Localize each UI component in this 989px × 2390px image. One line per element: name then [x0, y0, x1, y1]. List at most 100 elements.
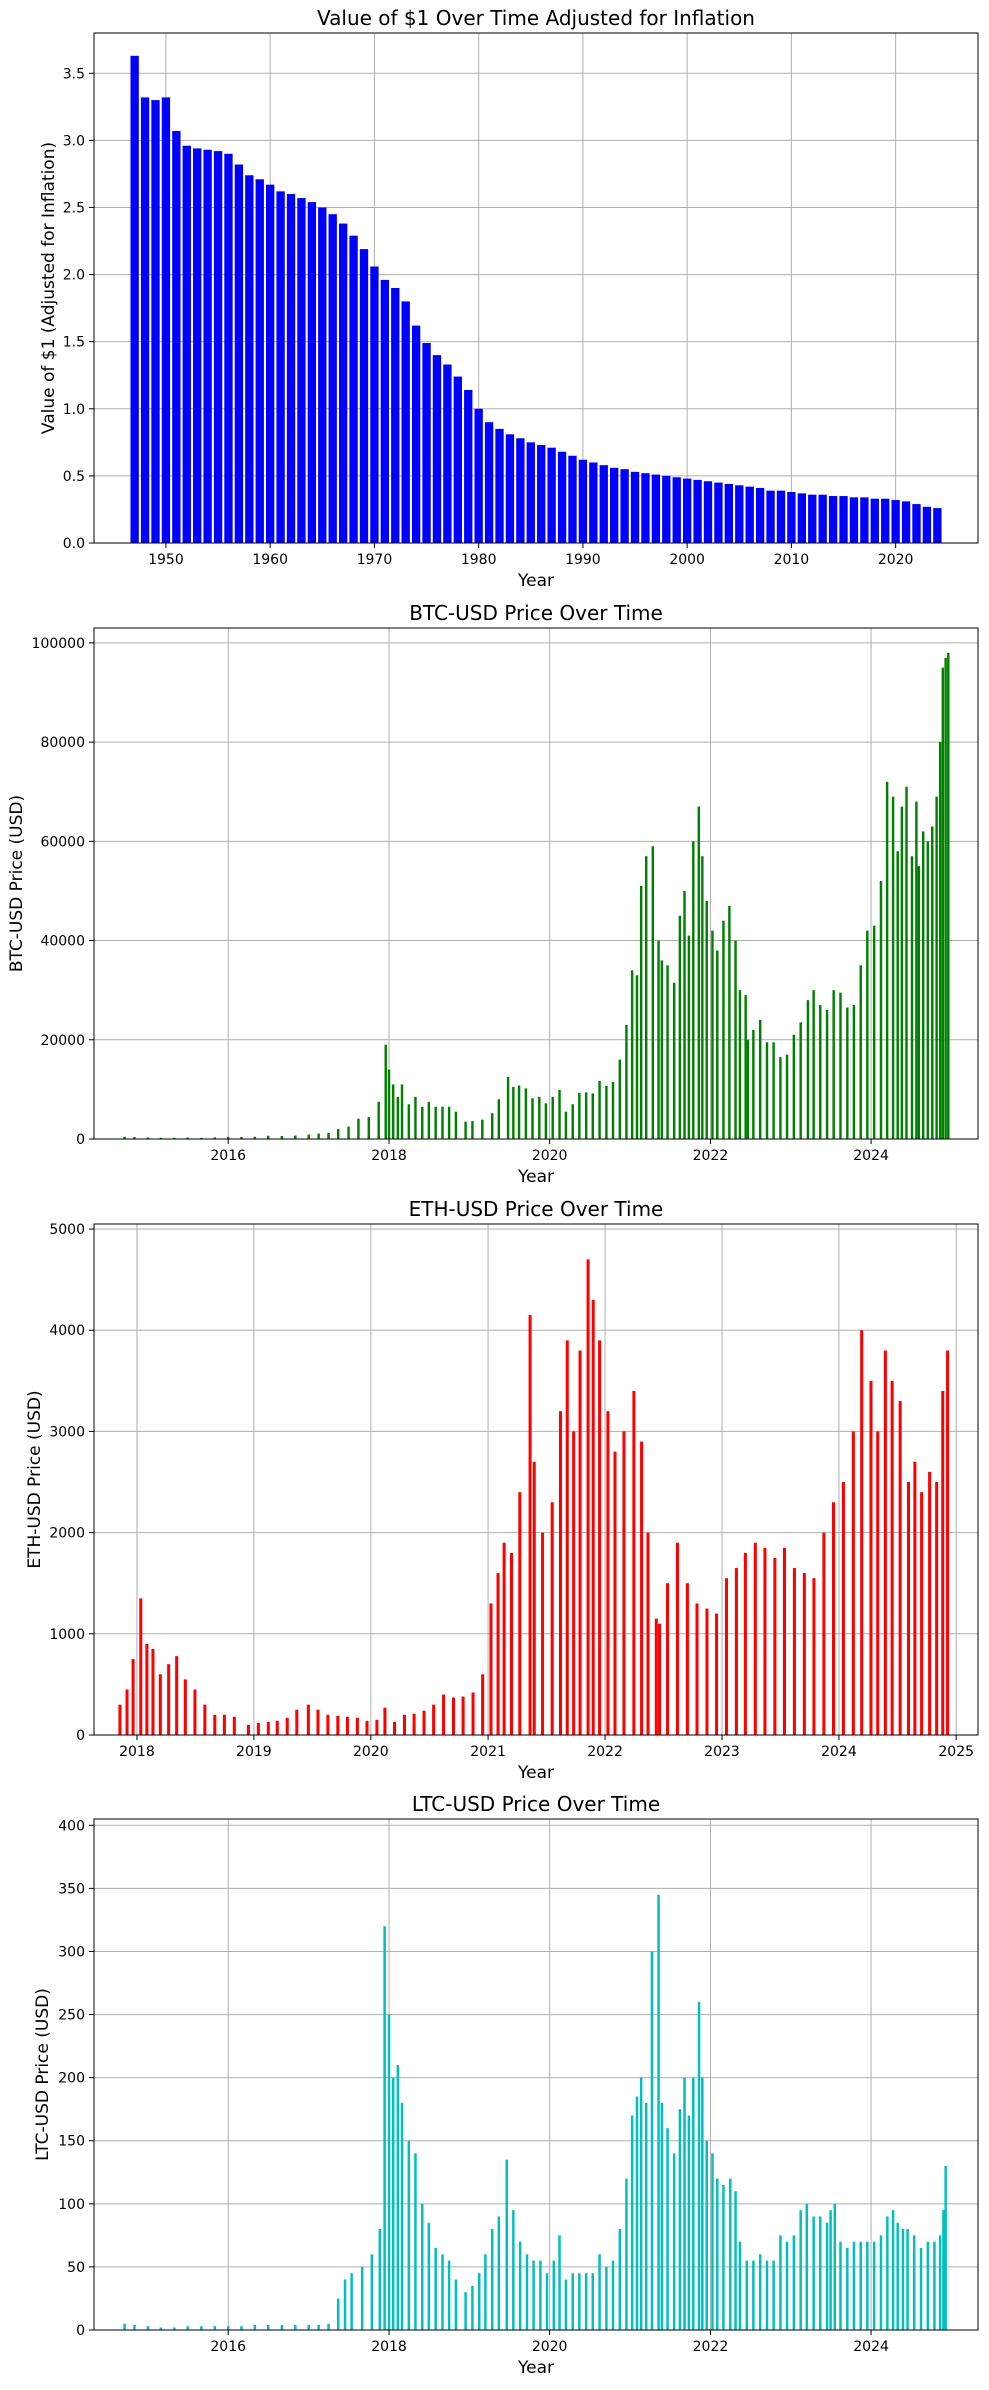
bar: [900, 806, 904, 1139]
bar: [620, 469, 629, 543]
bar: [692, 2077, 695, 2330]
bar: [297, 198, 306, 543]
bar: [946, 1350, 950, 1735]
x-tick-label: 2000: [669, 552, 705, 568]
bar: [724, 483, 734, 543]
bar: [336, 1715, 340, 1735]
bar: [183, 1679, 187, 1735]
bar: [173, 2327, 176, 2330]
bar: [396, 2065, 400, 2330]
bar: [591, 1093, 594, 1139]
bar: [799, 1022, 802, 1139]
y-tick-label: 50: [67, 2260, 85, 2276]
bar: [578, 459, 588, 543]
bar: [846, 1007, 849, 1139]
bar: [944, 657, 947, 1139]
bar: [365, 1720, 369, 1735]
bar: [705, 2140, 708, 2330]
bar: [512, 2210, 515, 2330]
bar: [672, 982, 676, 1139]
bar: [266, 184, 275, 543]
bar: [471, 2285, 474, 2330]
bar: [869, 1380, 873, 1735]
bar: [234, 164, 244, 544]
y-tick-label: 100: [58, 2197, 85, 2213]
bar: [792, 1034, 796, 1139]
bar: [545, 2273, 549, 2330]
bar: [678, 2109, 682, 2330]
plot-frame: [93, 1223, 979, 1736]
bar: [606, 1411, 610, 1735]
bar: [672, 477, 681, 543]
bar: [505, 434, 515, 543]
bar: [738, 990, 742, 1139]
bar: [490, 2229, 494, 2330]
plot-frame: [93, 32, 979, 544]
chart-2: 2016 2018 2020 2022 2024 0 20000 40000 60000 8000…: [7, 601, 979, 1187]
chart-title: ETH-USD Price Over Time: [409, 1197, 664, 1221]
x-axis-label: Year: [517, 571, 554, 591]
bar: [578, 2273, 581, 2330]
bar: [506, 1076, 510, 1139]
bar: [765, 2260, 769, 2330]
bar: [745, 2260, 749, 2330]
bar: [317, 2324, 320, 2330]
bar: [367, 1117, 371, 1139]
bar: [391, 2077, 395, 2330]
bar: [772, 1042, 775, 1139]
bar: [722, 920, 725, 1139]
bar: [818, 494, 827, 543]
bar: [434, 2247, 437, 2330]
bar: [414, 1096, 417, 1139]
bar: [427, 1101, 431, 1139]
bar: [203, 149, 212, 543]
bar: [860, 1330, 864, 1735]
bar: [839, 496, 848, 543]
bar: [729, 2178, 732, 2330]
bar: [267, 1135, 270, 1139]
bar: [525, 2254, 529, 2330]
bar: [518, 1492, 522, 1735]
bar: [295, 1709, 299, 1735]
bar: [613, 1451, 617, 1735]
bar: [591, 1299, 595, 1735]
bar: [182, 145, 191, 543]
bar: [935, 1482, 939, 1735]
bar: [255, 179, 264, 543]
bar: [550, 1502, 554, 1735]
bar: [146, 1137, 150, 1139]
x-tick-label: 2018: [371, 2339, 407, 2355]
bar: [611, 1081, 615, 1139]
bar: [123, 2323, 126, 2330]
bar: [584, 1092, 588, 1139]
bar: [931, 826, 934, 1139]
bar: [772, 2260, 775, 2330]
x-tick-label: 2019: [236, 1744, 272, 1760]
bar: [639, 885, 643, 1139]
bar: [779, 1057, 782, 1139]
bar: [571, 2273, 574, 2330]
bar: [711, 2153, 714, 2330]
bar: [763, 1547, 767, 1735]
bar: [919, 2247, 923, 2330]
bar: [280, 2324, 284, 2330]
bar: [697, 2001, 701, 2330]
bar: [825, 1010, 829, 1139]
bar: [496, 1573, 500, 1735]
bar: [711, 930, 714, 1139]
y-tick-label: 2.0: [63, 268, 85, 284]
bar: [213, 151, 223, 543]
bar: [422, 1710, 426, 1735]
y-axis-label: LTC-USD Price (USD): [33, 1988, 53, 2161]
bar: [906, 1482, 910, 1735]
bar: [630, 970, 634, 1139]
bar: [502, 1542, 506, 1735]
bar: [715, 1613, 719, 1735]
bar: [451, 1697, 456, 1735]
x-axis-label: Year: [517, 2358, 554, 2378]
bar: [447, 2260, 451, 2330]
bar: [734, 940, 737, 1139]
bar: [912, 504, 921, 543]
bar: [497, 2216, 501, 2330]
bar: [685, 1583, 689, 1735]
